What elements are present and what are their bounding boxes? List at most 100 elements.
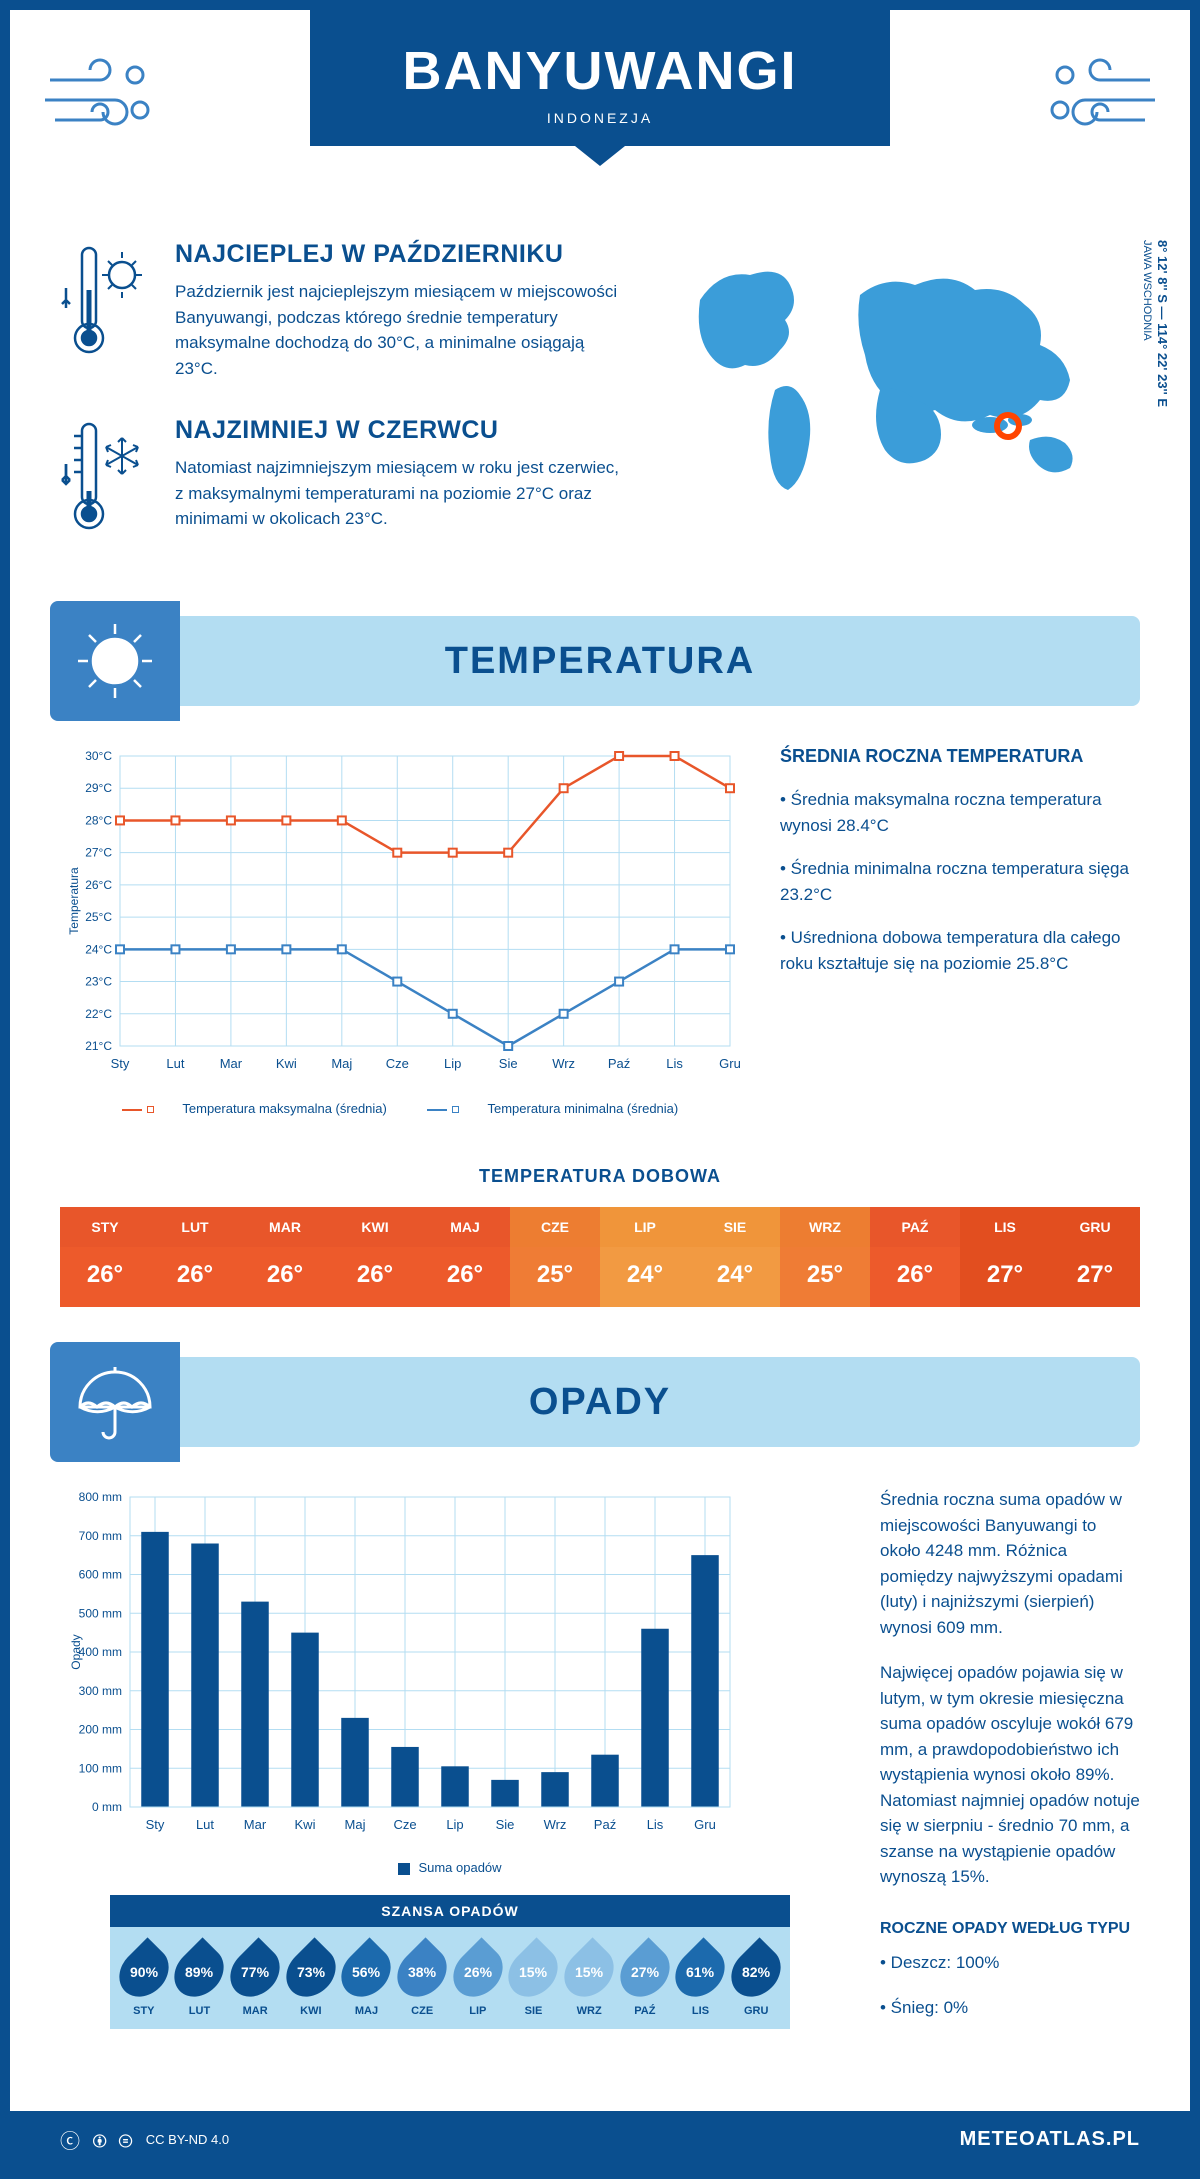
svg-text:Sty: Sty [146, 1817, 165, 1832]
precipitation-bar-chart: 0 mm100 mm200 mm300 mm400 mm500 mm600 mm… [60, 1487, 840, 2041]
table-cell: 25° [510, 1247, 600, 1307]
chance-drop: 90% STY [118, 1945, 170, 2017]
table-header: WRZ [780, 1207, 870, 1247]
dobowa-title: TEMPERATURA DOBOWA [10, 1166, 1190, 1187]
svg-text:24°C: 24°C [85, 942, 112, 956]
table-cell: 26° [60, 1247, 150, 1307]
precip-type-snow: • Śnieg: 0% [880, 1995, 1140, 2021]
table-header: SIE [690, 1207, 780, 1247]
svg-text:Sty: Sty [111, 1056, 130, 1071]
svg-text:Lip: Lip [446, 1817, 463, 1832]
legend-min: Temperatura minimalna (średnia) [459, 1101, 678, 1116]
svg-text:800 mm: 800 mm [79, 1490, 122, 1504]
svg-text:500 mm: 500 mm [79, 1606, 122, 1620]
thermometer-hot-icon [60, 240, 150, 381]
svg-text:29°C: 29°C [85, 781, 112, 795]
svg-text:Gru: Gru [694, 1817, 716, 1832]
table-cell: 24° [600, 1247, 690, 1307]
temp-bullet-2: • Średnia minimalna roczna temperatura s… [780, 856, 1140, 907]
svg-text:21°C: 21°C [85, 1039, 112, 1053]
svg-text:Cze: Cze [386, 1056, 409, 1071]
cold-title: NAJZIMNIEJ W CZERWCU [175, 416, 620, 445]
svg-text:Temperatura: Temperatura [67, 867, 81, 935]
temp-legend: Temperatura maksymalna (średnia) Tempera… [60, 1101, 740, 1116]
table-cell: 26° [420, 1247, 510, 1307]
svg-text:Sie: Sie [499, 1056, 518, 1071]
chance-drop: 27% PAŹ [619, 1945, 671, 2017]
wind-icon [40, 50, 160, 166]
svg-text:22°C: 22°C [85, 1007, 112, 1021]
legend-max: Temperatura maksymalna (średnia) [154, 1101, 386, 1116]
world-map: 8° 12' 8'' S — 114° 22' 23'' E JAWA WSCH… [660, 240, 1140, 576]
precip-legend: Suma opadów [60, 1860, 840, 1875]
umbrella-icon [50, 1342, 180, 1462]
temp-bullet-3: • Uśredniona dobowa temperatura dla całe… [780, 925, 1140, 976]
coordinates: 8° 12' 8'' S — 114° 22' 23'' E JAWA WSCH… [1140, 240, 1170, 407]
header: BANYUWANGI INDONEZJA [10, 10, 1190, 210]
precip-type-rain: • Deszcz: 100% [880, 1950, 1140, 1976]
temperature-line-chart: 21°C22°C23°C24°C25°C26°C27°C28°C29°C30°C… [60, 746, 740, 1116]
wind-icon [1040, 50, 1160, 166]
table-cell: 26° [870, 1247, 960, 1307]
table-cell: 26° [240, 1247, 330, 1307]
svg-text:Maj: Maj [331, 1056, 352, 1071]
cold-text: Natomiast najzimniejszym miesiącem w rok… [175, 455, 620, 532]
chance-drop: 15% WRZ [563, 1945, 615, 2017]
svg-text:Mar: Mar [244, 1817, 267, 1832]
svg-text:Paź: Paź [608, 1056, 630, 1071]
section-header-temperatura: TEMPERATURA [60, 616, 1140, 706]
daily-temp-table: STYLUTMARKWIMAJCZELIPSIEWRZPAŹLISGRU26°2… [60, 1207, 1140, 1307]
title-banner: BANYUWANGI INDONEZJA [310, 10, 890, 146]
svg-text:Opady: Opady [69, 1634, 83, 1669]
svg-text:Cze: Cze [393, 1817, 416, 1832]
svg-text:28°C: 28°C [85, 813, 112, 827]
chance-title: SZANSA OPADÓW [110, 1895, 790, 1927]
coldest-fact: NAJZIMNIEJ W CZERWCU Natomiast najzimnie… [60, 416, 620, 541]
svg-text:700 mm: 700 mm [79, 1529, 122, 1543]
table-header: LIS [960, 1207, 1050, 1247]
temp-summary: ŚREDNIA ROCZNA TEMPERATURA • Średnia mak… [780, 746, 1140, 1116]
svg-text:25°C: 25°C [85, 910, 112, 924]
chance-drop: 15% SIE [508, 1945, 560, 2017]
svg-text:Lip: Lip [444, 1056, 461, 1071]
table-cell: 27° [1050, 1247, 1140, 1307]
precip-text-1: Średnia roczna suma opadów w miejscowośc… [880, 1487, 1140, 1640]
lon: 114° 22' 23'' E [1155, 323, 1170, 407]
section-header-opady: OPADY [60, 1357, 1140, 1447]
svg-text:0 mm: 0 mm [92, 1800, 122, 1814]
temp-bullet-1: • Średnia maksymalna roczna temperatura … [780, 787, 1140, 838]
svg-text:Kwi: Kwi [276, 1056, 297, 1071]
svg-text:30°C: 30°C [85, 749, 112, 763]
table-header: LUT [150, 1207, 240, 1247]
table-header: GRU [1050, 1207, 1140, 1247]
svg-text:Lut: Lut [196, 1817, 214, 1832]
table-header: PAŹ [870, 1207, 960, 1247]
temperatura-title: TEMPERATURA [445, 640, 756, 683]
table-cell: 24° [690, 1247, 780, 1307]
svg-text:Sie: Sie [496, 1817, 515, 1832]
hottest-fact: NAJCIEPLEJ W PAŹDZIERNIKU Październik je… [60, 240, 620, 381]
thermometer-cold-icon [60, 416, 150, 541]
sun-icon [50, 601, 180, 721]
svg-text:600 mm: 600 mm [79, 1568, 122, 1582]
precip-type-title: ROCZNE OPADY WEDŁUG TYPU [880, 1920, 1140, 1938]
city-title: BANYUWANGI [330, 40, 870, 102]
svg-text:100 mm: 100 mm [79, 1761, 122, 1775]
table-header: KWI [330, 1207, 420, 1247]
svg-text:Lis: Lis [666, 1056, 683, 1071]
chance-drop: 77% MAR [229, 1945, 281, 2017]
intro-section: NAJCIEPLEJ W PAŹDZIERNIKU Październik je… [10, 210, 1190, 616]
hot-title: NAJCIEPLEJ W PAŹDZIERNIKU [175, 240, 620, 269]
svg-text:Kwi: Kwi [295, 1817, 316, 1832]
chance-drop: 26% LIP [452, 1945, 504, 2017]
precip-text-2: Najwięcej opadów pojawia się w lutym, w … [880, 1660, 1140, 1890]
country-subtitle: INDONEZJA [330, 110, 870, 126]
svg-text:Paź: Paź [594, 1817, 616, 1832]
table-header: MAR [240, 1207, 330, 1247]
hot-text: Październik jest najcieplejszym miesiące… [175, 279, 620, 381]
svg-text:26°C: 26°C [85, 878, 112, 892]
chance-drop: 82% GRU [730, 1945, 782, 2017]
svg-text:Wrz: Wrz [544, 1817, 567, 1832]
table-cell: 26° [330, 1247, 420, 1307]
chance-drop: 73% KWI [285, 1945, 337, 2017]
